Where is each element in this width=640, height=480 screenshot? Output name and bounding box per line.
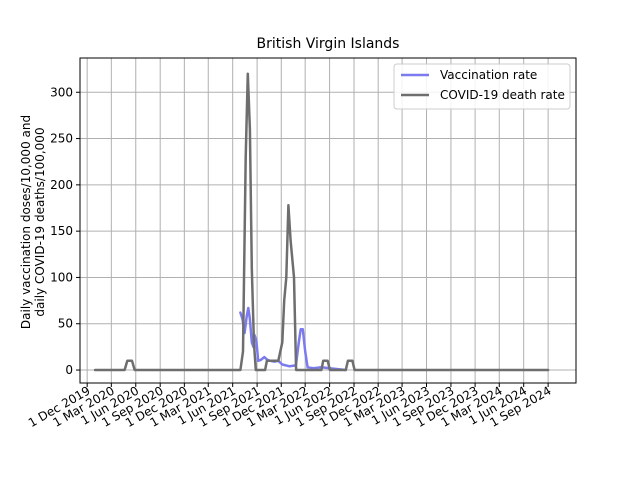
y-tick-label: 300: [50, 85, 73, 99]
y-axis: 0 50 100 150 200 250 300: [50, 85, 80, 377]
y-tick-label: 50: [58, 317, 73, 331]
y-tick-label: 0: [65, 363, 73, 377]
series-line-covid-death-rate: [93, 72, 550, 372]
y-tick-label: 200: [50, 178, 73, 192]
y-tick-label: 250: [50, 132, 73, 146]
y-tick-label: 150: [50, 224, 73, 238]
series-layer: [93, 72, 550, 372]
legend-label-vaccination: Vaccination rate: [440, 68, 537, 82]
grid-layer: [80, 58, 576, 383]
legend-box: [393, 63, 571, 110]
plot-frame: [79, 57, 577, 384]
y-tick-label: 100: [50, 270, 73, 284]
legend-label-death: COVID-19 death rate: [440, 88, 565, 102]
y-axis-label-line1: Daily vaccination doses/10,000 and: [19, 115, 33, 329]
chart-title: British Virgin Islands: [257, 36, 400, 52]
legend: Vaccination rate COVID-19 death rate: [393, 63, 571, 110]
y-axis-label-line2: daily COVID-19 deaths/100,000: [33, 127, 47, 316]
